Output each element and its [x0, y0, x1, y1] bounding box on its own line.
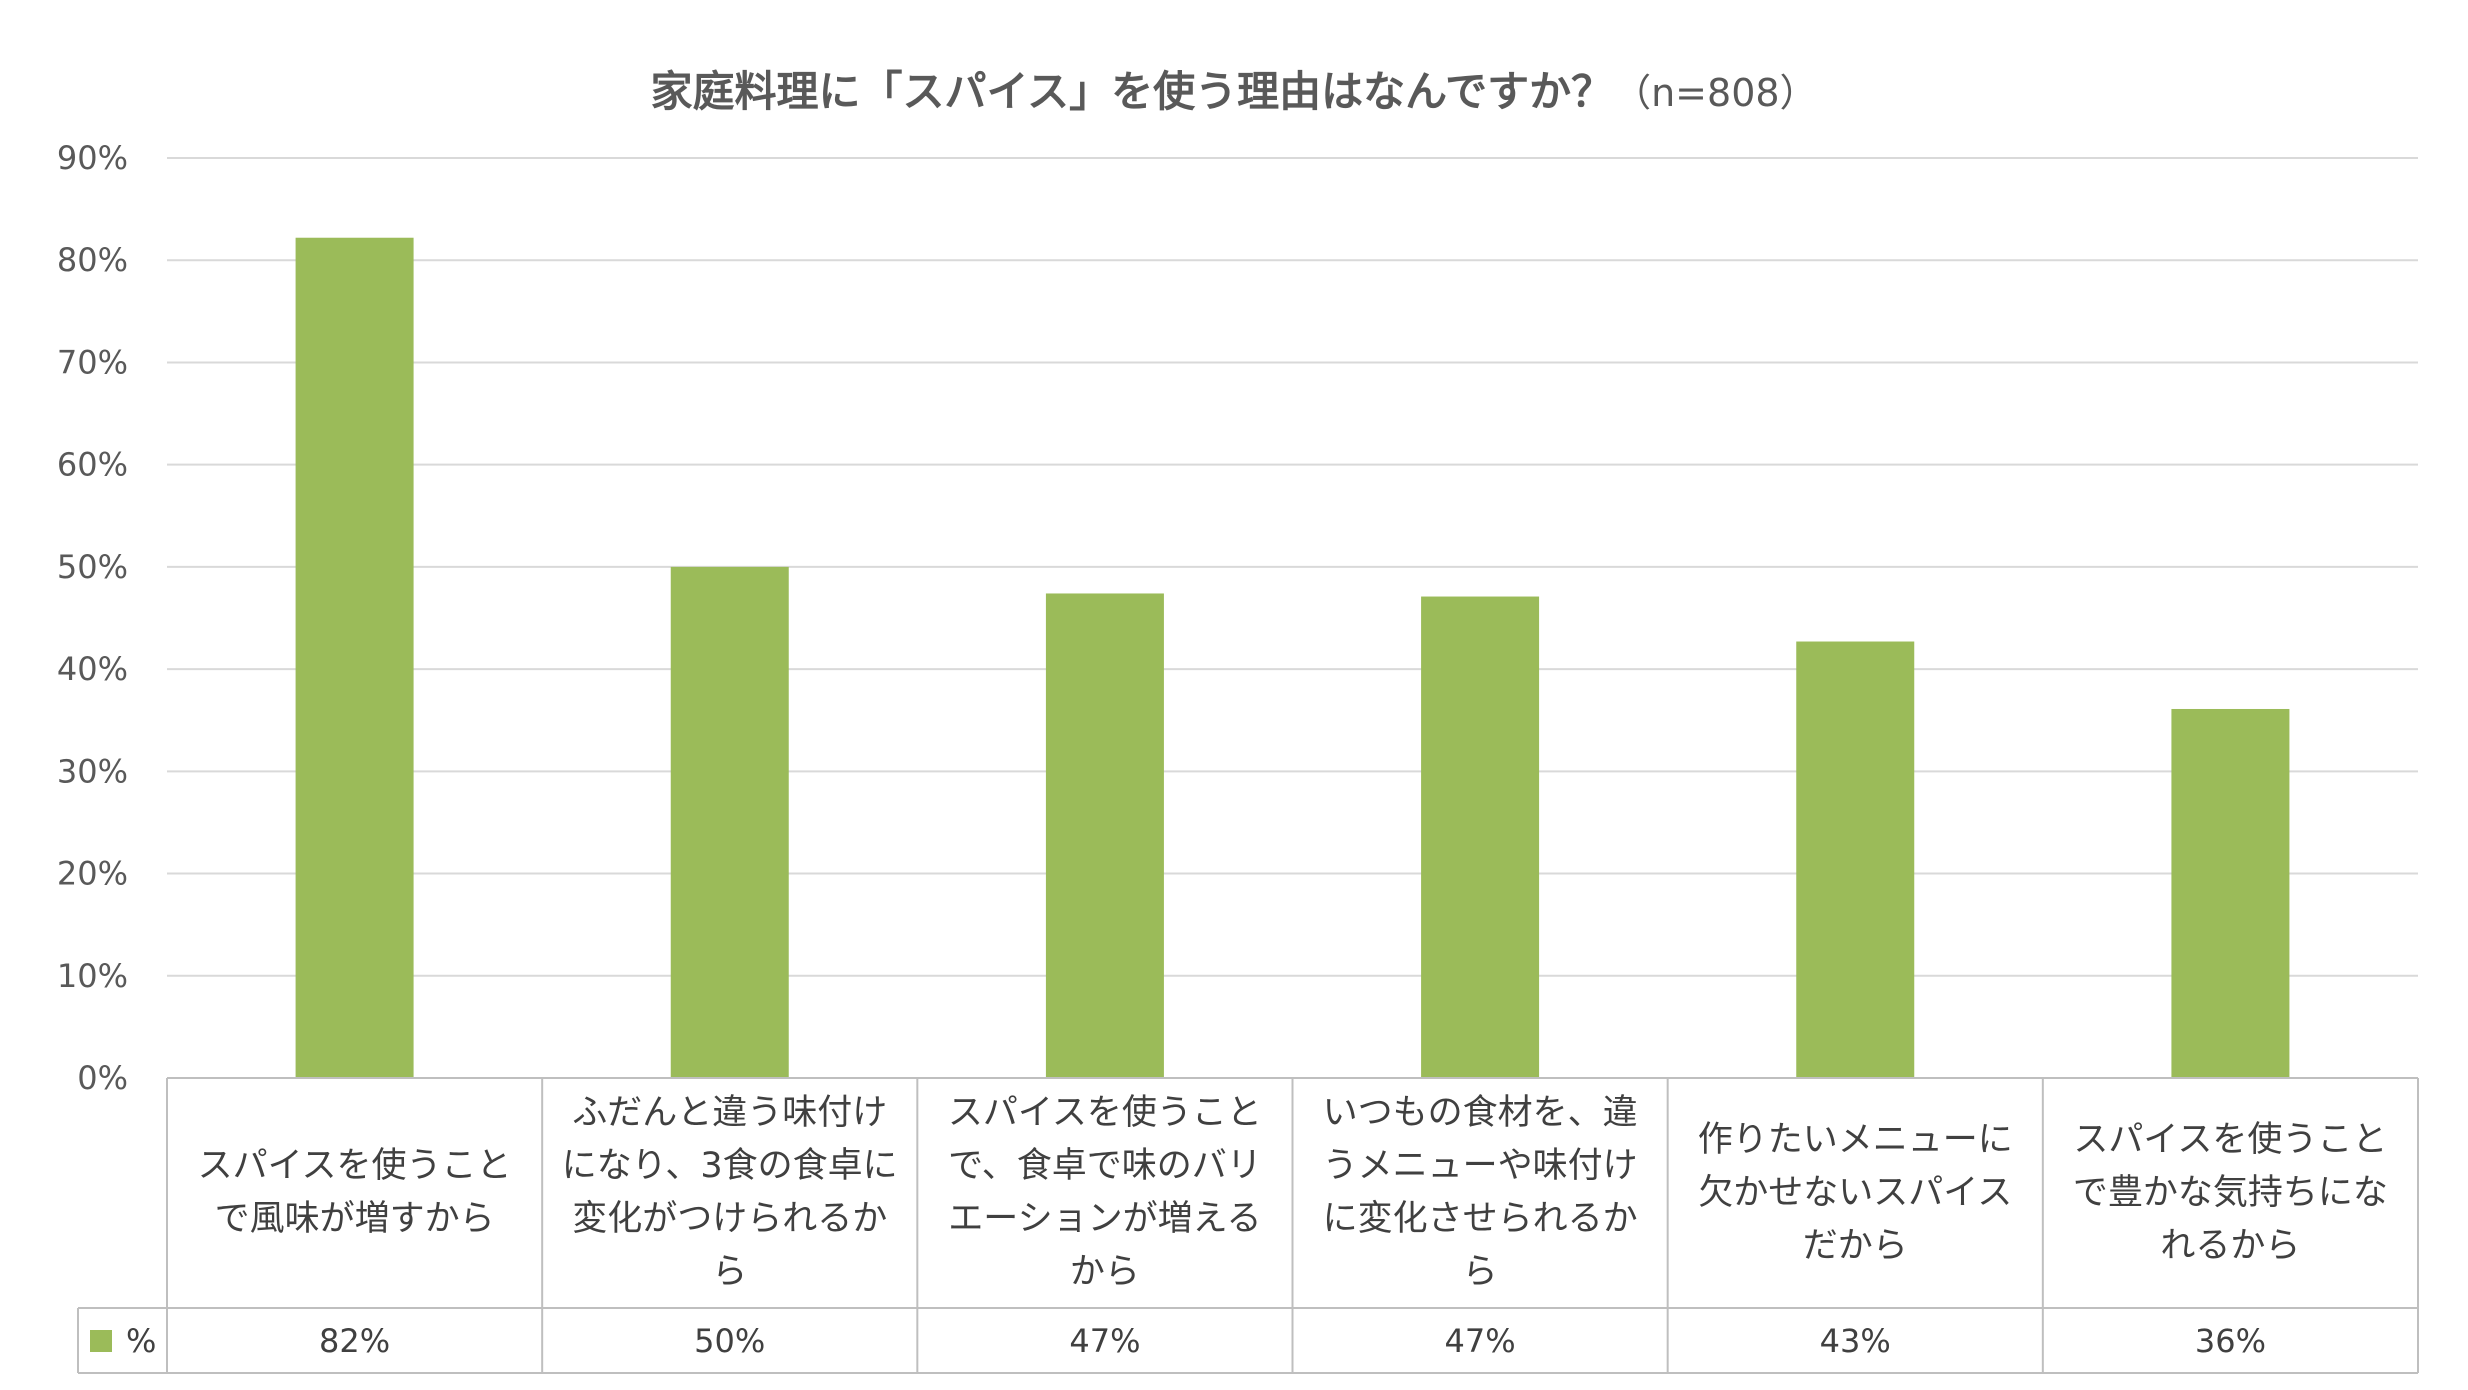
y-tick-label: 20% [57, 855, 128, 893]
y-tick-label: 80% [57, 241, 128, 279]
y-tick-label: 50% [57, 548, 128, 586]
bar [670, 566, 789, 1078]
y-tick-label: 0% [77, 1059, 128, 1097]
data-label: 82% [319, 1321, 391, 1360]
data-label: 47% [1444, 1321, 1516, 1360]
category-label: スパイスを使うことで豊かな気持ちになれるから [2072, 1119, 2388, 1266]
bar [2171, 708, 2290, 1078]
y-tick-label: 70% [57, 343, 128, 381]
y-tick-label: 60% [57, 446, 128, 484]
y-tick-label: 30% [57, 752, 128, 790]
chart-title: 家庭料理に「スパイス」を使う理由はなんですか？（n=808） [650, 67, 1818, 116]
category-label: 作りたいメニューに欠かせないスパイスだから [1697, 1119, 2013, 1266]
category-label: スパイスを使うことで風味が増すから [197, 1146, 512, 1239]
category-label: いつもの食材を、違うメニューや味付けに変化させられるから [1322, 1093, 1638, 1292]
bar [1796, 641, 1915, 1078]
legend-label: % [126, 1321, 157, 1360]
chart-sample-size: （n=808） [1613, 71, 1818, 115]
y-tick-label: 10% [57, 957, 128, 995]
data-label: 47% [1069, 1321, 1141, 1360]
bar [295, 237, 414, 1078]
category-label: ふだんと違う味付けになり、3食の食卓に変化がつけられるから [561, 1093, 898, 1292]
legend-swatch [90, 1329, 112, 1352]
data-label: 43% [1819, 1321, 1891, 1360]
data-label: 36% [2194, 1321, 2266, 1360]
data-label: 50% [694, 1321, 766, 1360]
category-label: スパイスを使うことで、食卓で味のバリエーションが増えるから [947, 1093, 1262, 1292]
bar [1421, 596, 1540, 1078]
y-tick-label: 40% [57, 650, 128, 688]
legend-series: % [78, 1308, 167, 1373]
y-tick-label: 90% [57, 139, 128, 177]
bar [1045, 593, 1164, 1078]
